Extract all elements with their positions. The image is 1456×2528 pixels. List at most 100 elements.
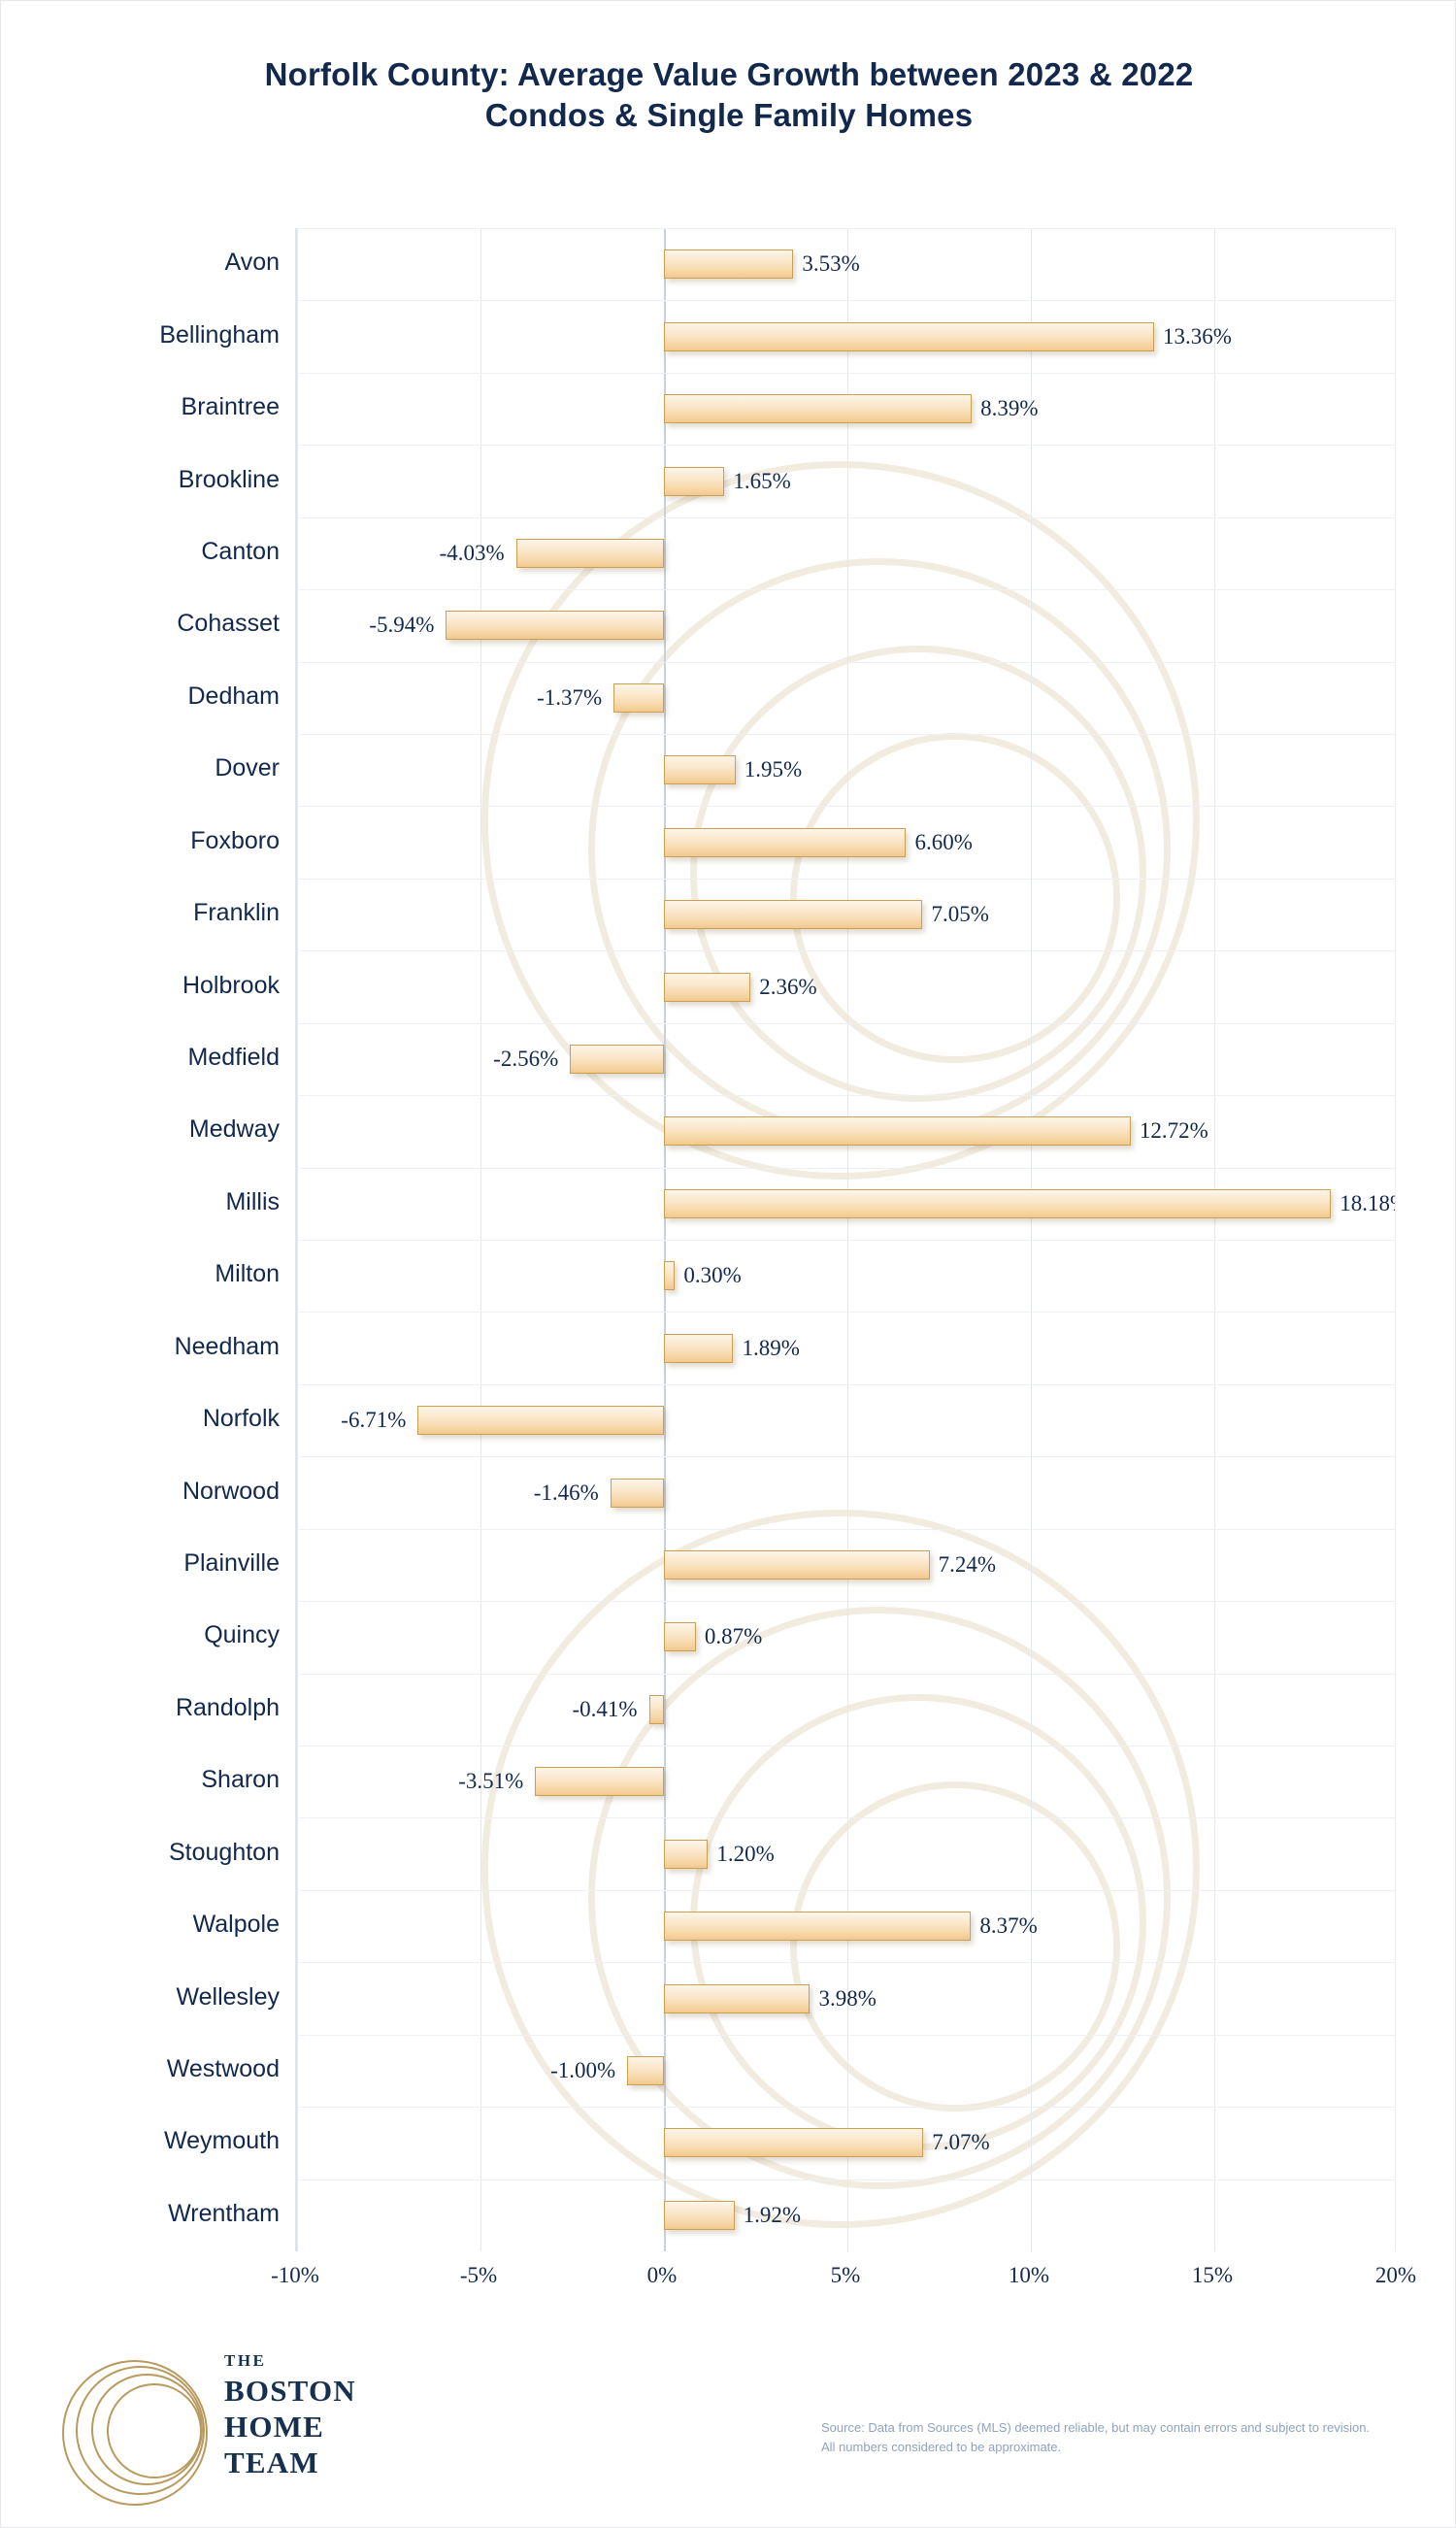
bar-value-label: 7.07% (932, 2130, 990, 2155)
bar-value-label: 2.36% (759, 974, 817, 999)
bar[interactable] (664, 827, 907, 857)
bar-value-label: -3.51% (458, 1769, 524, 1794)
y-axis-tick-label: Medfield (187, 1043, 281, 1071)
x-axis-tick-label: -5% (459, 2263, 498, 2287)
y-axis-tick-label: Norfolk (202, 1405, 280, 1433)
bar-rows: 3.53% 13.36% 8.39% 1.65% -4.03% -5.94% -1.37% 1… (297, 228, 1395, 2251)
bar-value-label: 1.89% (742, 1335, 800, 1360)
y-axis-tick-label: Stoughton (169, 1838, 280, 1866)
bar-value-label: 8.37% (979, 1913, 1038, 1939)
boston-home-team-logo: THE BOSTON HOME TEAM (54, 2343, 355, 2512)
y-axis-tick-label: Dedham (187, 682, 281, 710)
y-axis-tick-label: Bellingham (159, 320, 280, 349)
bar-value-label: 6.60% (914, 829, 973, 854)
bar[interactable] (664, 394, 973, 424)
logo-ring (91, 2374, 203, 2485)
y-axis-tick-label: Braintree (181, 393, 280, 421)
bar-value-label: -1.37% (537, 684, 603, 710)
y-axis-tick-label: Brookline (178, 465, 280, 493)
bar[interactable] (446, 611, 664, 641)
bar-value-label: -1.00% (550, 2057, 616, 2082)
bar[interactable] (664, 1912, 972, 1942)
bar[interactable] (570, 1044, 664, 1074)
y-axis-tick-label: Avon (224, 249, 280, 277)
bar[interactable] (664, 1261, 676, 1291)
source-note: Source: Data from Sources (MLS) deemed r… (821, 2418, 1423, 2457)
bar[interactable] (613, 682, 664, 713)
horizontal-gridline (297, 589, 1395, 590)
y-axis-tick-label: Walpole (192, 1911, 280, 1939)
logo-ring (76, 2366, 205, 2495)
bar-value-label: 12.72% (1139, 1118, 1208, 1144)
bar[interactable] (664, 249, 794, 280)
bar[interactable] (664, 1839, 709, 1869)
bar-value-label: 8.39% (980, 396, 1039, 421)
source-line-1: Source: Data from Sources (MLS) deemed r… (821, 2420, 1371, 2435)
footer: THE BOSTON HOME TEAM Source: Data from S… (1, 2331, 1456, 2528)
x-axis-tick-label: 15% (1191, 2263, 1234, 2287)
bar[interactable] (664, 1116, 1131, 1147)
horizontal-gridline (297, 1023, 1395, 1024)
y-axis-tick-label: Cohasset (177, 610, 280, 638)
bar-value-label: 3.98% (818, 1985, 877, 2011)
horizontal-gridline (297, 1817, 1395, 1818)
horizontal-gridline (297, 1890, 1395, 1891)
x-axis-tick-label: 5% (830, 2263, 861, 2287)
bar[interactable] (664, 1549, 930, 1580)
bar[interactable] (664, 972, 751, 1002)
y-axis-tick-label: Milton (215, 1260, 280, 1288)
y-axis-tick-label: Wellesley (176, 1982, 280, 2011)
bar[interactable] (664, 466, 725, 496)
bar[interactable] (664, 1622, 696, 1652)
bar-value-label: -6.71% (341, 1408, 407, 1433)
y-axis-tick-label: Westwood (166, 2054, 280, 2082)
logo-home: HOME (224, 2410, 324, 2444)
logo-wordmark: THE BOSTON HOME TEAM (224, 2352, 360, 2478)
bar-value-label: 3.53% (802, 251, 860, 277)
y-axis-tick-label: Millis (225, 1187, 280, 1215)
horizontal-gridline (297, 2035, 1395, 2036)
bar-value-label: 1.20% (716, 1841, 775, 1866)
bar[interactable] (664, 2200, 735, 2230)
logo-the: THE (224, 2351, 267, 2370)
bar-value-label: 7.24% (938, 1551, 997, 1577)
bar-value-label: 0.87% (704, 1624, 763, 1649)
logo-ring (62, 2360, 208, 2506)
x-axis-tick-label: 0% (646, 2263, 678, 2287)
bar[interactable] (664, 755, 736, 785)
horizontal-gridline (297, 1240, 1395, 1241)
horizontal-gridline (297, 1529, 1395, 1530)
bar[interactable] (664, 2128, 924, 2158)
horizontal-gridline (297, 300, 1395, 301)
y-axis-tick-label: Needham (174, 1332, 280, 1360)
logo-circles-icon (62, 2360, 208, 2506)
bar[interactable] (664, 1333, 734, 1363)
chart-title-block: Norfolk County: Average Value Growth bet… (1, 54, 1456, 136)
horizontal-gridline (297, 1962, 1395, 1963)
horizontal-gridline (297, 1674, 1395, 1675)
bar-value-label: -2.56% (493, 1046, 559, 1071)
bar[interactable] (664, 321, 1154, 351)
logo-team: TEAM (224, 2445, 319, 2479)
y-axis-tick-label: Franklin (193, 899, 280, 927)
source-line-2: All numbers considered to be approximate… (821, 2440, 1062, 2455)
horizontal-gridline (297, 228, 1395, 229)
x-axis-tick-label: 20% (1374, 2263, 1417, 2287)
bar[interactable] (648, 1694, 664, 1724)
bar[interactable] (664, 900, 923, 930)
horizontal-gridline (297, 950, 1395, 951)
bar[interactable] (610, 1478, 664, 1508)
y-axis-tick-label: Wrentham (168, 2199, 280, 2227)
bar[interactable] (535, 1767, 664, 1797)
bar[interactable] (417, 1406, 664, 1436)
bar[interactable] (515, 538, 664, 568)
bar[interactable] (664, 1983, 811, 2013)
bar[interactable] (627, 2055, 664, 2085)
y-axis-tick-label: Randolph (175, 1693, 280, 1721)
logo-boston: BOSTON (224, 2374, 356, 2408)
horizontal-gridline (297, 662, 1395, 663)
y-axis-tick-label: Norwood (182, 1477, 280, 1505)
bar[interactable] (664, 1188, 1332, 1218)
horizontal-gridline (297, 2107, 1395, 2108)
